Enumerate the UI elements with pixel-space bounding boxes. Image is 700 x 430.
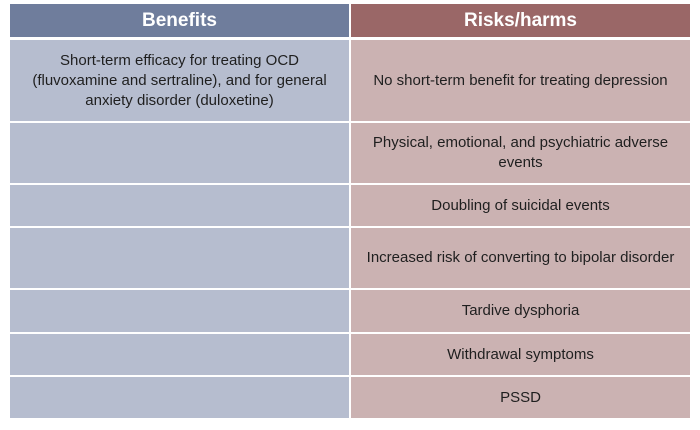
benefit-cell-7 (10, 377, 350, 420)
benefit-cell-3 (10, 185, 350, 228)
risk-cell-6: Withdrawal symptoms (350, 334, 690, 377)
benefit-cell-1: Short-term efficacy for treating OCD (fl… (10, 40, 350, 123)
risk-cell-2: Physical, emotional, and psychiatric adv… (350, 123, 690, 185)
risk-cell-3: Doubling of suicidal events (350, 185, 690, 228)
risk-cell-1: No short-term benefit for treating depre… (350, 40, 690, 123)
risk-cell-7: PSSD (350, 377, 690, 420)
benefit-cell-5 (10, 290, 350, 334)
risk-cell-4: Increased risk of converting to bipolar … (350, 228, 690, 290)
risks-header: Risks/harms (350, 4, 690, 40)
benefit-cell-2 (10, 123, 350, 185)
benefits-header: Benefits (10, 4, 350, 40)
benefit-cell-4 (10, 228, 350, 290)
risk-cell-5: Tardive dysphoria (350, 290, 690, 334)
benefits-risks-table: Benefits Risks/harms Short-term efficacy… (10, 4, 690, 420)
benefit-cell-6 (10, 334, 350, 377)
